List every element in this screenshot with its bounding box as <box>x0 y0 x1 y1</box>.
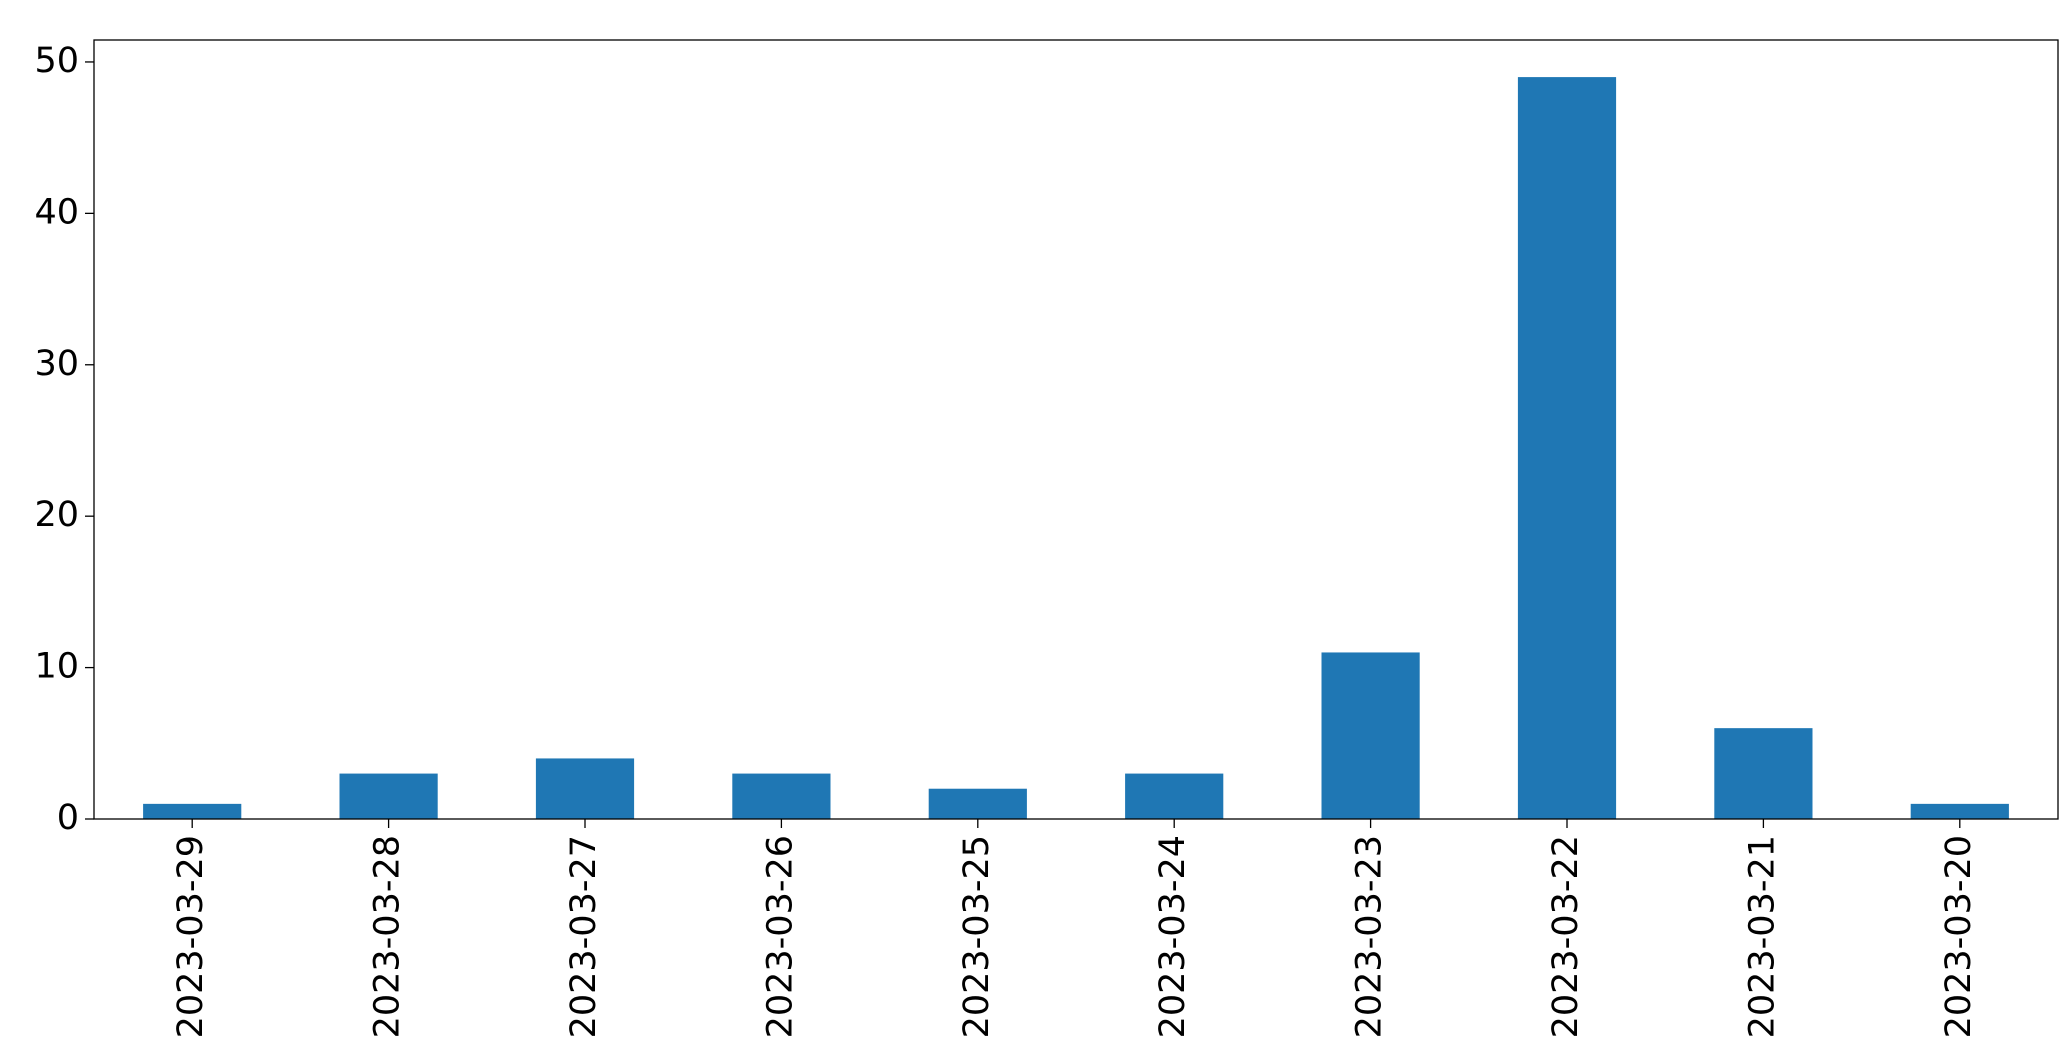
y-tick-label: 0 <box>57 798 79 838</box>
x-tick-label: 2023-03-22 <box>1546 835 1586 1038</box>
y-tick-label: 20 <box>34 495 79 535</box>
bar <box>143 803 242 819</box>
x-tick-label: 2023-03-20 <box>1939 835 1979 1038</box>
bar <box>535 758 635 819</box>
bar <box>732 773 831 819</box>
y-tick-label: 40 <box>34 192 79 232</box>
bar <box>928 788 1027 819</box>
bar <box>1714 728 1813 819</box>
plot-frame <box>93 39 2059 820</box>
x-tick-label: 2023-03-26 <box>760 835 800 1038</box>
y-tick-label: 50 <box>34 41 79 81</box>
bar <box>1910 803 2009 819</box>
x-tick-label: 2023-03-25 <box>957 835 997 1038</box>
bar <box>1517 77 1617 820</box>
bar <box>339 773 438 819</box>
bar <box>1321 652 1420 819</box>
x-tick-label: 2023-03-27 <box>564 835 604 1038</box>
bar <box>1125 773 1224 819</box>
x-tick-label: 2023-03-21 <box>1742 835 1782 1038</box>
x-tick-label: 2023-03-24 <box>1153 835 1193 1038</box>
x-tick-label: 2023-03-28 <box>368 835 408 1038</box>
x-tick-label: 2023-03-29 <box>171 835 211 1038</box>
y-tick-label: 30 <box>34 344 79 384</box>
y-tick-label: 10 <box>34 647 79 687</box>
x-tick-label: 2023-03-23 <box>1350 835 1390 1038</box>
